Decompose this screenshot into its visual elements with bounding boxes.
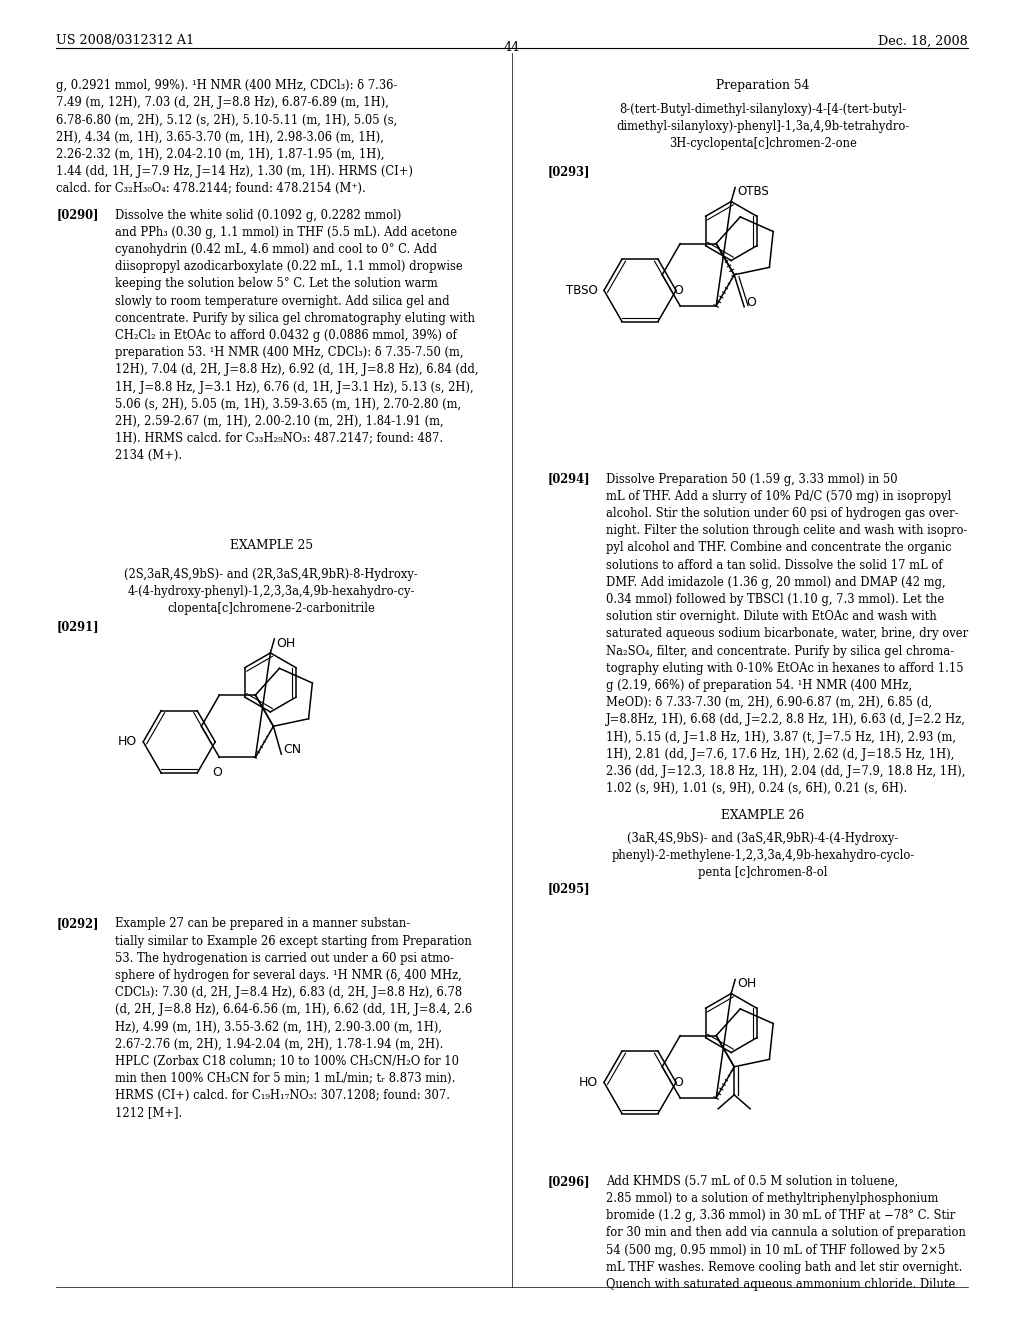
Text: Preparation 54: Preparation 54 bbox=[716, 79, 810, 92]
Text: Dissolve Preparation 50 (1.59 g, 3.33 mmol) in 50
mL of THF. Add a slurry of 10%: Dissolve Preparation 50 (1.59 g, 3.33 mm… bbox=[606, 473, 969, 795]
Text: [0296]: [0296] bbox=[548, 1175, 591, 1188]
Text: CN: CN bbox=[284, 743, 301, 756]
Text: Dec. 18, 2008: Dec. 18, 2008 bbox=[878, 34, 968, 48]
Text: HO: HO bbox=[118, 735, 137, 748]
Text: US 2008/0312312 A1: US 2008/0312312 A1 bbox=[56, 34, 195, 48]
Text: [0294]: [0294] bbox=[548, 473, 591, 486]
Text: [0293]: [0293] bbox=[548, 165, 591, 178]
Text: EXAMPLE 26: EXAMPLE 26 bbox=[721, 809, 805, 822]
Text: Dissolve the white solid (0.1092 g, 0.2282 mmol)
and PPh₃ (0.30 g, 1.1 mmol) in : Dissolve the white solid (0.1092 g, 0.22… bbox=[115, 209, 478, 462]
Text: OH: OH bbox=[276, 638, 296, 649]
Text: [0291]: [0291] bbox=[56, 620, 99, 634]
Text: EXAMPLE 25: EXAMPLE 25 bbox=[229, 539, 313, 552]
Text: OH: OH bbox=[737, 978, 757, 990]
Text: Example 27 can be prepared in a manner substan-
tially similar to Example 26 exc: Example 27 can be prepared in a manner s… bbox=[115, 917, 472, 1119]
Text: O: O bbox=[673, 284, 683, 297]
Text: (2S,3aR,4S,9bS)- and (2R,3aS,4R,9bR)-8-Hydroxy-
4-(4-hydroxy-phenyl)-1,2,3,3a,4,: (2S,3aR,4S,9bS)- and (2R,3aS,4R,9bR)-8-H… bbox=[125, 568, 418, 615]
Text: (3aR,4S,9bS)- and (3aS,4R,9bR)-4-(4-Hydroxy-
phenyl)-2-methylene-1,2,3,3a,4,9b-h: (3aR,4S,9bS)- and (3aS,4R,9bR)-4-(4-Hydr… bbox=[611, 832, 914, 879]
Text: TBSO: TBSO bbox=[566, 284, 598, 297]
Text: [0292]: [0292] bbox=[56, 917, 99, 931]
Text: 44: 44 bbox=[504, 41, 520, 54]
Text: [0290]: [0290] bbox=[56, 209, 99, 222]
Text: [0295]: [0295] bbox=[548, 882, 591, 895]
Text: O: O bbox=[673, 1076, 683, 1089]
Text: 8-(tert-Butyl-dimethyl-silanyloxy)-4-[4-(tert-butyl-
dimethyl-silanyloxy)-phenyl: 8-(tert-Butyl-dimethyl-silanyloxy)-4-[4-… bbox=[616, 103, 909, 150]
Text: OTBS: OTBS bbox=[737, 186, 769, 198]
Text: O: O bbox=[746, 296, 756, 309]
Text: HO: HO bbox=[579, 1076, 598, 1089]
Text: Add KHMDS (5.7 mL of 0.5 M solution in toluene,
2.85 mmol) to a solution of meth: Add KHMDS (5.7 mL of 0.5 M solution in t… bbox=[606, 1175, 966, 1291]
Text: g, 0.2921 mmol, 99%). ¹H NMR (400 MHz, CDCl₃): δ 7.36-
7.49 (m, 12H), 7.03 (d, 2: g, 0.2921 mmol, 99%). ¹H NMR (400 MHz, C… bbox=[56, 79, 414, 195]
Text: O: O bbox=[212, 767, 222, 779]
